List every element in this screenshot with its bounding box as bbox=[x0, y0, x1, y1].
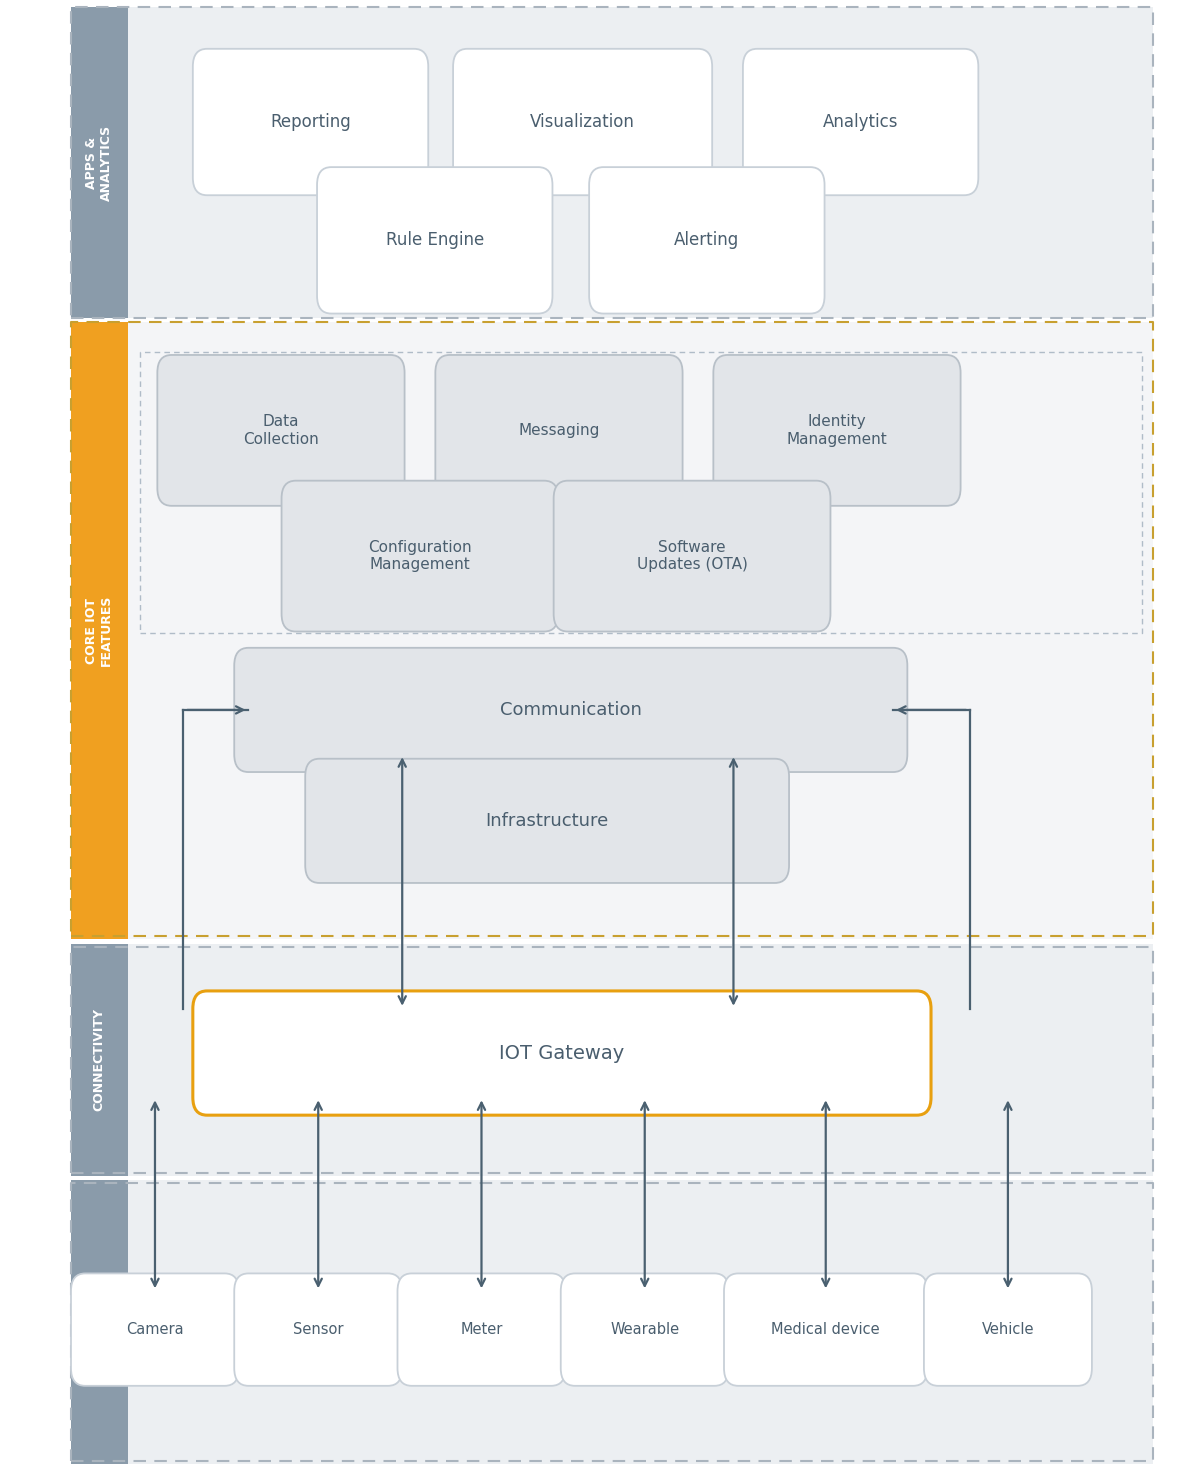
Text: Software
Updates (OTA): Software Updates (OTA) bbox=[636, 540, 748, 572]
FancyBboxPatch shape bbox=[397, 1273, 565, 1386]
Text: Visualization: Visualization bbox=[530, 112, 635, 132]
Text: Identity
Management: Identity Management bbox=[787, 414, 887, 447]
Text: Sensor: Sensor bbox=[293, 1322, 343, 1337]
FancyBboxPatch shape bbox=[193, 991, 931, 1115]
Text: Meter: Meter bbox=[460, 1322, 503, 1337]
FancyBboxPatch shape bbox=[71, 322, 1153, 939]
FancyBboxPatch shape bbox=[157, 355, 405, 506]
Text: Infrastructure: Infrastructure bbox=[485, 812, 609, 830]
Text: Wearable: Wearable bbox=[610, 1322, 679, 1337]
FancyBboxPatch shape bbox=[193, 49, 428, 195]
Text: Messaging: Messaging bbox=[518, 423, 600, 438]
Text: APPS &
ANALYTICS: APPS & ANALYTICS bbox=[85, 124, 114, 201]
FancyBboxPatch shape bbox=[71, 944, 1153, 1176]
FancyBboxPatch shape bbox=[561, 1273, 729, 1386]
FancyBboxPatch shape bbox=[743, 49, 978, 195]
Text: Alerting: Alerting bbox=[674, 231, 739, 250]
FancyBboxPatch shape bbox=[71, 7, 1153, 318]
FancyBboxPatch shape bbox=[71, 322, 128, 939]
Text: Analytics: Analytics bbox=[823, 112, 898, 132]
FancyBboxPatch shape bbox=[71, 1180, 128, 1464]
FancyBboxPatch shape bbox=[71, 944, 128, 1176]
FancyBboxPatch shape bbox=[234, 1273, 402, 1386]
FancyBboxPatch shape bbox=[71, 7, 128, 318]
Text: Rule Engine: Rule Engine bbox=[386, 231, 484, 250]
Text: Communication: Communication bbox=[500, 701, 641, 719]
FancyBboxPatch shape bbox=[924, 1273, 1092, 1386]
Text: Reporting: Reporting bbox=[270, 112, 351, 132]
FancyBboxPatch shape bbox=[305, 759, 789, 883]
Text: Configuration
Management: Configuration Management bbox=[368, 540, 472, 572]
FancyBboxPatch shape bbox=[317, 167, 552, 314]
Text: THINGS: THINGS bbox=[93, 1296, 105, 1349]
Text: CONNECTIVITY: CONNECTIVITY bbox=[93, 1009, 105, 1111]
FancyBboxPatch shape bbox=[589, 167, 825, 314]
FancyBboxPatch shape bbox=[554, 481, 830, 632]
Text: Vehicle: Vehicle bbox=[982, 1322, 1034, 1337]
Text: Data
Collection: Data Collection bbox=[243, 414, 319, 447]
Text: CORE IOT
FEATURES: CORE IOT FEATURES bbox=[85, 595, 114, 667]
Text: Camera: Camera bbox=[127, 1322, 183, 1337]
FancyBboxPatch shape bbox=[435, 355, 683, 506]
FancyBboxPatch shape bbox=[713, 355, 961, 506]
FancyBboxPatch shape bbox=[453, 49, 712, 195]
Text: IOT Gateway: IOT Gateway bbox=[499, 1044, 625, 1062]
FancyBboxPatch shape bbox=[234, 648, 907, 772]
FancyBboxPatch shape bbox=[282, 481, 558, 632]
Text: Medical device: Medical device bbox=[771, 1322, 880, 1337]
FancyBboxPatch shape bbox=[71, 1273, 239, 1386]
FancyBboxPatch shape bbox=[71, 1180, 1153, 1464]
FancyBboxPatch shape bbox=[724, 1273, 927, 1386]
